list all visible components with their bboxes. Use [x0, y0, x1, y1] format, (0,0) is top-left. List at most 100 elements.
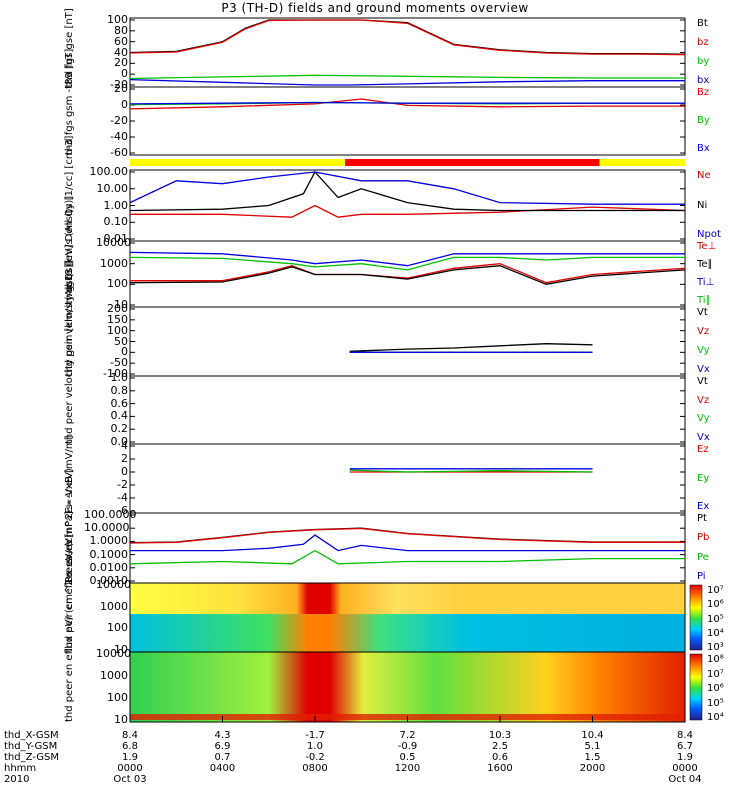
series-temp-Ti⊥	[129, 251, 685, 267]
y-tick-label: 60	[114, 34, 128, 48]
x-tick-label: 6.8	[122, 741, 138, 752]
y-axis-label-line: gsm	[64, 95, 75, 117]
y-tick-label: 0.1000	[89, 547, 129, 561]
y-tick-label: 0.0	[110, 435, 129, 448]
series-temp-Te⊥	[130, 263, 686, 284]
legend-entry-Pb: Pb	[697, 532, 710, 544]
x-tick-label: 10.4	[581, 730, 604, 741]
legend-entry-Vz: Vz	[697, 326, 710, 337]
y-axis-label-line: [km/s (All Qs)]	[64, 259, 75, 332]
x-row-label: 2010	[4, 774, 30, 785]
panel-frame-peir_vel	[129, 306, 686, 377]
series-fgs_gse-by	[129, 74, 685, 80]
legend-entry-Ti⊥: Ti⊥	[697, 277, 715, 288]
y-tick-label: 1000	[100, 256, 128, 270]
x-tick-label: 0800	[302, 763, 328, 774]
x-tick-label: 1.0	[307, 741, 323, 752]
legend-entry-By: By	[697, 115, 710, 126]
colorbar-tick-label: 10⁶	[707, 683, 724, 694]
panel-frame-peer_vel	[129, 375, 686, 445]
y-tick-label: 150	[107, 312, 128, 326]
y-axis-label-line: [nT]	[64, 48, 75, 69]
series-fgs_gsm-Bx	[129, 101, 685, 105]
y-tick-label: 200	[107, 302, 128, 315]
legend-entry-Pi: Pi	[697, 571, 706, 582]
y-tick-label: 100	[107, 277, 128, 291]
legend-entry-bz: bz	[697, 37, 709, 48]
y-axis-label-line: [km/s (All Qs)]	[64, 195, 75, 267]
legend-entry-Vx: Vx	[697, 364, 710, 375]
x-tick-label: 2000	[579, 763, 606, 774]
y-tick-label: 1000	[100, 669, 128, 682]
y-tick-label: 40	[114, 45, 128, 59]
series-fgs_gse-bx	[129, 78, 685, 86]
legend-entry-Ne: Ne	[697, 170, 711, 181]
series-density-Ne	[130, 204, 686, 218]
y-tick-label: 0.4	[110, 409, 129, 423]
legend-entry-Vz: Vz	[697, 394, 710, 406]
y-axis-label-line: sr-eV)	[64, 467, 75, 497]
y-tick-label: 0	[121, 465, 128, 478]
x-tick-label: 8.4	[122, 730, 138, 741]
y-tick-label: 100	[107, 621, 128, 635]
y-axis-label-line: peer	[64, 679, 75, 703]
x-tick-label: 5.1	[584, 741, 601, 752]
y-tick-label: -4	[117, 491, 128, 504]
x-tick-label: Oct 03	[113, 774, 147, 785]
y-tick-label: 0.2	[110, 422, 129, 436]
x-tick-label: -0.2	[305, 752, 325, 763]
x-tick-label: 1200	[394, 763, 421, 774]
colorbar-tick-label: 10⁶	[707, 599, 724, 611]
y-tick-label: -60	[110, 146, 128, 159]
legend-entry-Bx: Bx	[697, 143, 710, 154]
y-tick-label: 1.0000	[89, 534, 129, 548]
x-tick-label: 10.3	[488, 730, 512, 741]
y-tick-label: 0.8	[110, 383, 129, 397]
y-axis-label-line: [cm-3]	[64, 135, 75, 169]
y-tick-label: 100	[107, 323, 128, 337]
series-pressure-Pe	[129, 549, 685, 565]
y-tick-label: -20	[110, 78, 128, 91]
x-tick-label: 2.5	[492, 741, 508, 752]
y-tick-label: 100.0000	[84, 508, 137, 521]
y-axis-label-line: [nT]	[64, 7, 75, 29]
y-tick-label: -6	[117, 504, 128, 517]
series-density-Npot	[129, 171, 685, 205]
y-tick-label: 0	[121, 98, 128, 111]
legend-entry-Vt: Vt	[697, 376, 708, 387]
x-tick-label: 0000	[672, 763, 698, 774]
y-tick-label: -50	[110, 356, 128, 370]
y-axis-label-line: velocity	[64, 359, 75, 399]
y-tick-label: 20	[114, 82, 128, 95]
legend-entry-Vx: Vx	[697, 432, 710, 443]
x-tick-label: 6.7	[677, 741, 693, 752]
legend-entry-Vt: Vt	[697, 307, 708, 318]
y-tick-label: 10	[114, 298, 128, 311]
y-tick-label: 4	[121, 439, 128, 452]
y-tick-label: 20	[114, 56, 128, 70]
y-axis-label-line: eV/	[64, 616, 75, 633]
colorbar-tick-label: 10⁷	[707, 668, 724, 680]
legend-entry-Pe: Pe	[697, 551, 709, 563]
y-tick-label: 10000	[96, 236, 131, 249]
x-row-label: hhmm	[4, 763, 37, 774]
series-pressure-Pi	[130, 534, 685, 552]
y-tick-label: -2	[117, 478, 128, 491]
legend-entry-bx: bx	[697, 75, 710, 86]
y-tick-label: 1.00	[103, 198, 129, 212]
y-axis-label: thd peer en eflux eV/ (cm^2-s- sr-eV)	[40, 534, 100, 722]
legend-entry-Bz: Bz	[697, 87, 710, 98]
y-tick-label: 2	[121, 452, 128, 465]
panel-frame-efield	[129, 443, 686, 514]
y-tick-label: 1000	[100, 599, 128, 613]
y-axis-label-line: thd	[64, 705, 75, 722]
legend-entry-Te∥: Te∥	[697, 259, 713, 270]
series-temp-Ti∥	[129, 256, 685, 271]
y-tick-label: 10.00	[96, 181, 129, 195]
y-tick-label: 0	[121, 67, 128, 81]
y-axis-label-line: sr-eV)	[64, 534, 75, 564]
y-tick-label: 1.0	[110, 371, 129, 384]
x-tick-label: 0.7	[214, 752, 231, 763]
x-tick-label: 7.2	[399, 730, 416, 741]
